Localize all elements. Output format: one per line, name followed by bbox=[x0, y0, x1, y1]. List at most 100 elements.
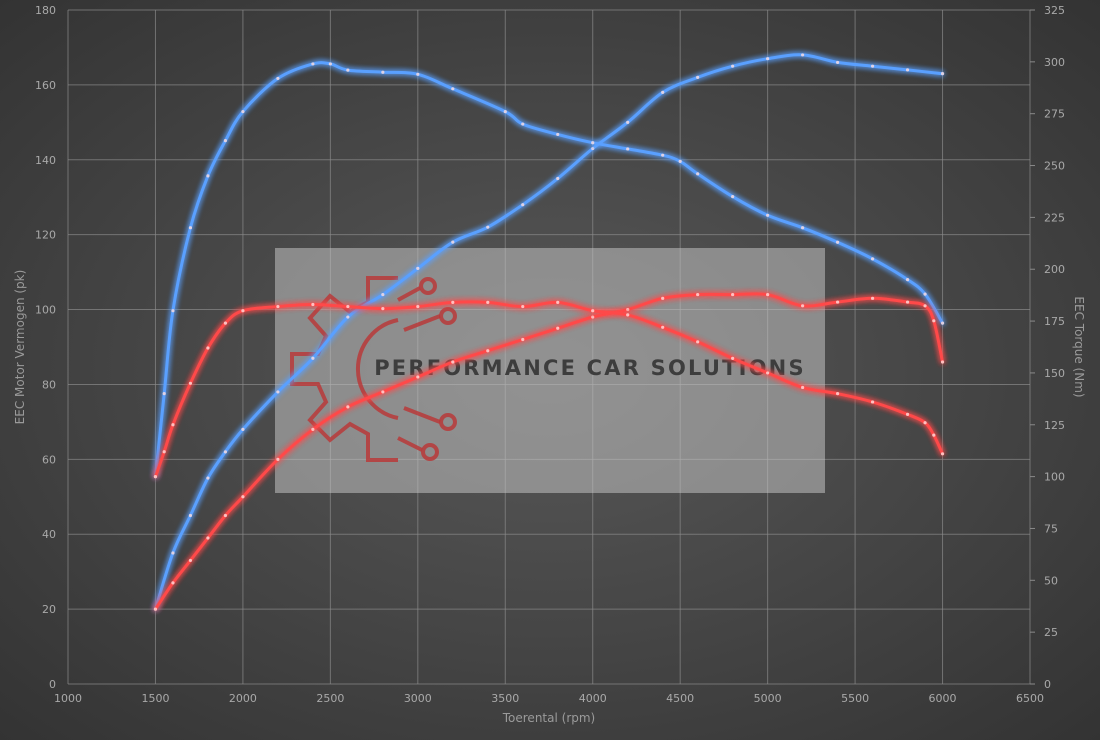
data-point bbox=[940, 72, 945, 76]
data-point bbox=[171, 423, 175, 427]
data-point bbox=[870, 64, 875, 68]
data-point bbox=[661, 153, 665, 157]
data-point bbox=[162, 450, 166, 454]
data-point bbox=[678, 159, 682, 163]
data-point bbox=[223, 513, 228, 518]
data-point bbox=[940, 360, 945, 364]
y-left-tick-label: 160 bbox=[35, 79, 56, 92]
data-point bbox=[486, 225, 490, 229]
data-point bbox=[696, 292, 700, 297]
y-right-tick-label: 75 bbox=[1044, 522, 1058, 535]
x-tick-label: 1000 bbox=[54, 692, 82, 705]
data-point bbox=[801, 304, 805, 308]
data-point bbox=[346, 304, 350, 309]
data-point bbox=[451, 300, 455, 305]
y-right-tick-label: 25 bbox=[1044, 626, 1058, 639]
data-point bbox=[171, 309, 175, 313]
x-tick-label: 6000 bbox=[929, 692, 957, 705]
series-stock-torque bbox=[153, 300, 945, 479]
data-point bbox=[311, 62, 315, 66]
data-point bbox=[241, 427, 245, 431]
data-point bbox=[162, 392, 166, 396]
x-tick-label: 3000 bbox=[404, 692, 432, 705]
data-point bbox=[416, 72, 420, 76]
data-point bbox=[766, 292, 770, 297]
data-point bbox=[731, 195, 735, 199]
data-point bbox=[171, 551, 175, 555]
data-point bbox=[696, 75, 700, 79]
data-point bbox=[276, 457, 280, 461]
series-stock-power bbox=[153, 292, 945, 611]
y-left-tick-label: 60 bbox=[42, 453, 56, 466]
data-point bbox=[206, 346, 210, 350]
y-right-tick-label: 50 bbox=[1044, 574, 1058, 587]
y-right-tick-label: 275 bbox=[1044, 108, 1065, 121]
data-point bbox=[381, 307, 385, 311]
data-point bbox=[521, 122, 525, 126]
data-point bbox=[241, 495, 245, 499]
x-tick-label: 6500 bbox=[1016, 692, 1044, 705]
data-point bbox=[661, 296, 665, 300]
y-right-tick-label: 200 bbox=[1044, 263, 1065, 276]
data-point bbox=[311, 302, 315, 307]
y-left-tick-label: 20 bbox=[42, 603, 56, 616]
data-point bbox=[801, 226, 805, 230]
data-point bbox=[696, 340, 700, 344]
data-point bbox=[870, 296, 875, 300]
data-point bbox=[276, 390, 280, 394]
y-left-tick-label: 100 bbox=[35, 304, 56, 317]
y-right-tick-label: 250 bbox=[1044, 160, 1065, 173]
series-line bbox=[154, 53, 944, 611]
y-right-tick-label: 325 bbox=[1044, 4, 1065, 17]
x-tick-labels: 1000 1500 2000 2500 3000 3500 4000 4500 5000 5500… bbox=[54, 692, 1044, 705]
data-point bbox=[905, 412, 910, 416]
y-left-tick-label: 80 bbox=[42, 378, 56, 391]
data-point bbox=[311, 427, 315, 431]
data-point bbox=[416, 375, 420, 379]
data-point bbox=[521, 337, 525, 342]
data-point bbox=[591, 309, 595, 313]
data-point bbox=[696, 172, 700, 176]
data-point bbox=[188, 381, 193, 385]
y-right-tick-label: 300 bbox=[1044, 56, 1065, 69]
x-tick-label: 5500 bbox=[841, 692, 869, 705]
y-right-tick-label: 100 bbox=[1044, 471, 1065, 484]
y-right-tick-label: 150 bbox=[1044, 367, 1065, 380]
data-point bbox=[171, 581, 175, 585]
data-point bbox=[503, 110, 507, 114]
data-point bbox=[276, 304, 280, 309]
data-point bbox=[451, 240, 455, 244]
data-point bbox=[626, 313, 630, 317]
data-point bbox=[731, 292, 735, 297]
series-tuned-power bbox=[153, 53, 945, 611]
x-axis-title: Toerental (rpm) bbox=[502, 711, 595, 725]
data-point bbox=[801, 53, 805, 57]
data-point bbox=[766, 57, 770, 61]
data-point bbox=[940, 321, 945, 325]
x-tick-label: 4500 bbox=[666, 692, 694, 705]
data-point bbox=[556, 300, 560, 305]
y-right-tick-label: 175 bbox=[1044, 315, 1065, 328]
data-point bbox=[556, 326, 560, 330]
data-point bbox=[153, 607, 158, 611]
data-point bbox=[661, 325, 665, 329]
x-tick-label: 1500 bbox=[141, 692, 169, 705]
data-point bbox=[328, 62, 332, 66]
y-right-tick-labels: 0 25 50 75 100 125 150 175 200 225 250 275 300 325 bbox=[1030, 4, 1065, 691]
data-point bbox=[731, 356, 735, 361]
y-left-tick-label: 40 bbox=[42, 528, 56, 541]
data-point bbox=[276, 76, 280, 81]
data-point bbox=[766, 371, 770, 375]
data-point bbox=[223, 321, 228, 325]
data-point bbox=[416, 304, 420, 309]
data-point bbox=[836, 392, 840, 396]
data-point bbox=[153, 475, 158, 479]
data-point bbox=[381, 390, 385, 394]
watermark-text: PERFORMANCE CAR SOLUTIONS bbox=[374, 356, 806, 380]
data-point bbox=[801, 385, 805, 390]
data-point bbox=[731, 64, 735, 68]
series-line bbox=[154, 292, 944, 611]
data-point bbox=[241, 309, 245, 313]
data-point bbox=[905, 278, 910, 282]
